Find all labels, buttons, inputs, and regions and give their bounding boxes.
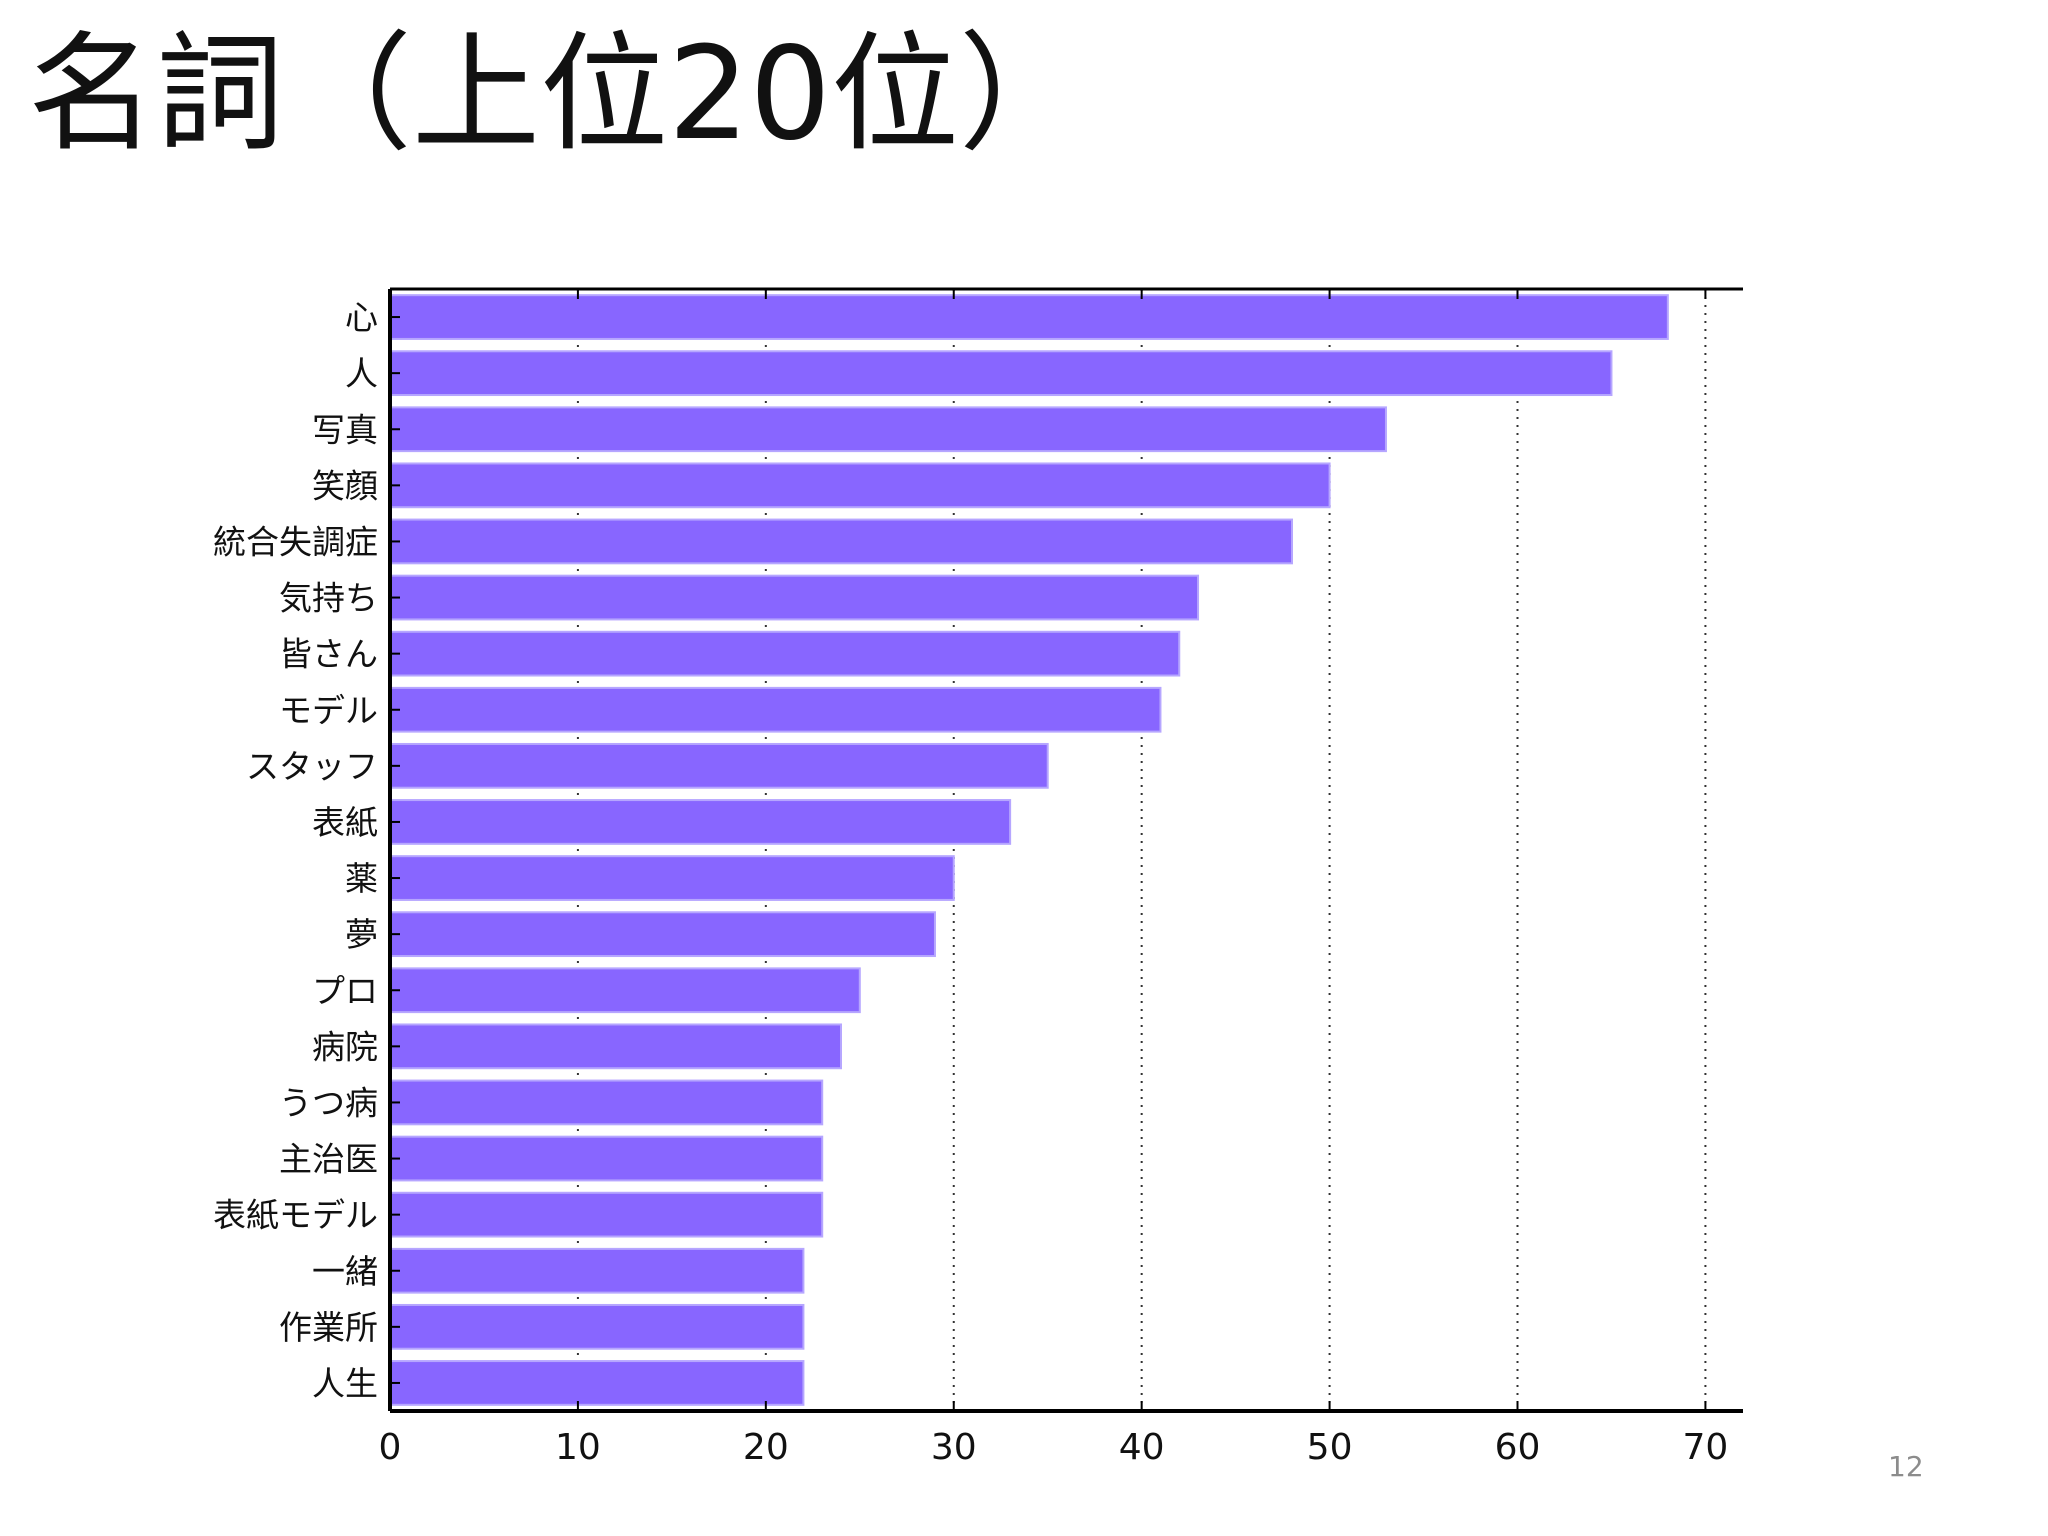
bar	[389, 294, 1669, 340]
bar	[389, 1135, 824, 1182]
bar	[389, 1079, 824, 1126]
slide-title: 名詞（上位20位）	[28, 20, 1087, 169]
category-label: 人生	[312, 1364, 378, 1403]
category-label: 表紙モデル	[213, 1196, 378, 1235]
axes	[388, 287, 1743, 1413]
category-label: 笑顔	[312, 466, 378, 505]
bar	[389, 967, 861, 1014]
category-label: 表紙	[312, 803, 378, 842]
category-label: 一緒	[312, 1252, 378, 1291]
bar	[389, 406, 1387, 453]
category-label: 写真	[312, 410, 378, 449]
category-label: プロ	[312, 971, 378, 1010]
grid-lines	[576, 289, 1707, 1411]
x-tick-label: 10	[555, 1427, 601, 1468]
bar	[389, 911, 936, 958]
category-label: 人	[345, 354, 378, 393]
category-label: 病院	[312, 1027, 378, 1066]
bar	[389, 518, 1293, 565]
category-label: 気持ち	[279, 579, 378, 618]
x-tick-label: 50	[1307, 1427, 1353, 1468]
bar	[389, 1360, 805, 1406]
bar	[389, 855, 955, 901]
category-label: 主治医	[279, 1140, 378, 1179]
bar	[389, 574, 1200, 621]
x-tick-label: 70	[1683, 1427, 1729, 1468]
category-label: うつ病	[279, 1083, 378, 1122]
x-tick-label: 40	[1119, 1427, 1165, 1468]
bar	[389, 686, 1162, 733]
x-tick-label: 60	[1495, 1427, 1541, 1468]
bar	[389, 1023, 842, 1070]
category-label: モデル	[279, 691, 378, 730]
x-tick-label: 0	[379, 1427, 402, 1468]
labels: 心人写真笑顔統合失調症気持ち皆さんモデルスタッフ表紙薬夢プロ病院うつ病主治医表紙…	[213, 298, 1728, 1468]
bar	[389, 630, 1181, 677]
bar	[389, 1303, 805, 1350]
bar	[389, 799, 1012, 845]
bar	[389, 1247, 805, 1294]
category-label: 夢	[345, 915, 378, 954]
bar	[389, 350, 1613, 397]
category-label: 作業所	[279, 1308, 378, 1347]
bar	[389, 1191, 824, 1238]
bar	[389, 742, 1049, 789]
slide-number: 12	[1888, 1450, 1924, 1483]
x-tick-label: 20	[743, 1427, 789, 1468]
category-label: 統合失調症	[213, 522, 378, 561]
bar	[389, 462, 1331, 509]
category-label: スタッフ	[246, 747, 378, 786]
category-label: 心	[345, 298, 378, 337]
bars	[389, 294, 1669, 1406]
category-label: 皆さん	[279, 635, 378, 674]
category-label: 薬	[345, 859, 378, 898]
x-tick-label: 30	[931, 1427, 977, 1468]
